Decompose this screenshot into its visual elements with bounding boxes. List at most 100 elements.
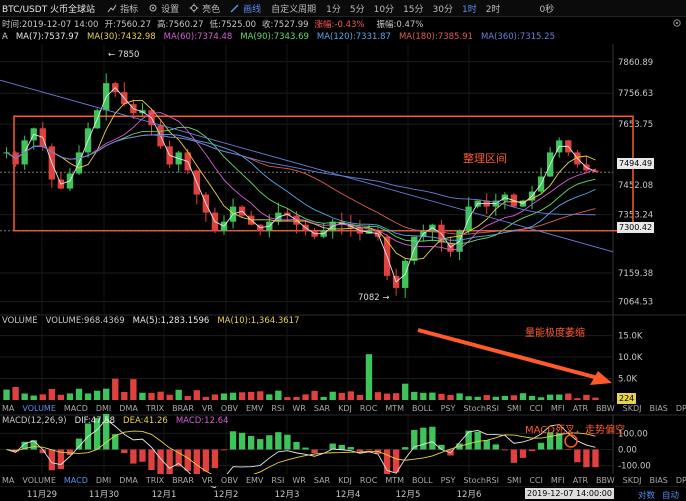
tab1-ma[interactable]: MA — [2, 404, 14, 413]
tab2-mtm[interactable]: MTM — [385, 476, 404, 485]
volume-bar — [157, 392, 163, 400]
volume-bar — [3, 390, 9, 400]
volume-bar — [375, 392, 381, 400]
volume-bar — [67, 393, 73, 400]
volume-bar — [529, 396, 535, 400]
tab2-skdj[interactable]: SKDJ — [623, 476, 642, 485]
tab1-roc[interactable]: ROC — [360, 404, 377, 413]
macd-histogram-bar — [148, 450, 154, 471]
tab2-emv[interactable]: EMV — [246, 476, 263, 485]
tab2-bbw[interactable]: BBW — [596, 476, 615, 485]
volume-tick-label: 5.0K — [618, 375, 638, 385]
time-tick-label: 11月30 — [89, 490, 119, 500]
tab2-volume[interactable]: VOLUME — [22, 476, 56, 485]
tab1-cci[interactable]: CCI — [529, 404, 543, 413]
tab2-wr[interactable]: WR — [292, 476, 305, 485]
tab2-atr[interactable]: ATR — [573, 476, 588, 485]
tab2-psy[interactable]: PSY — [441, 476, 456, 485]
tab2-macd[interactable]: MACD — [64, 476, 88, 485]
tab1-mtm[interactable]: MTM — [385, 404, 404, 413]
tab2-smi[interactable]: SMI — [507, 476, 521, 485]
tab2-trix[interactable]: TRIX — [146, 476, 164, 485]
volume-bar — [475, 397, 481, 400]
tab2-kdj[interactable]: KDJ — [338, 476, 352, 485]
tab2-vr[interactable]: VR — [202, 476, 213, 485]
time-tick-label: 12月6 — [457, 490, 482, 500]
volume-bar — [257, 391, 263, 400]
log-scale-toggle[interactable]: 对数 — [638, 489, 655, 501]
tab2-sar[interactable]: SAR — [314, 476, 330, 485]
tab1-psy[interactable]: PSY — [441, 404, 456, 413]
tab1-atr[interactable]: ATR — [573, 404, 588, 413]
auto-scale-toggle[interactable]: 自动 — [662, 489, 679, 501]
volume-bar — [230, 393, 236, 400]
box-low-price-label: 7300.42 — [617, 222, 654, 233]
tab2-rsi[interactable]: RSI — [271, 476, 284, 485]
ma-line-6 — [7, 135, 596, 215]
macd-histogram-bar — [212, 450, 218, 469]
tab1-skdj[interactable]: SKDJ — [623, 404, 642, 413]
macd-histogram-bar — [121, 450, 127, 454]
volume-bar — [176, 390, 182, 400]
tab2-brar[interactable]: BRAR — [172, 476, 194, 485]
price-tick-label: 7159.38 — [618, 269, 653, 279]
tab2-boll[interactable]: BOLL — [412, 476, 433, 485]
tab1-sar[interactable]: SAR — [314, 404, 330, 413]
tab1-wr[interactable]: WR — [292, 404, 305, 413]
tab2-mfi[interactable]: MFI — [551, 476, 565, 485]
macd-histogram-bar — [284, 435, 290, 450]
volume-bar — [592, 398, 598, 400]
tab1-dma[interactable]: DMA — [119, 404, 138, 413]
volume-bar — [447, 395, 453, 400]
volume-bar — [438, 394, 444, 400]
volume-bar — [130, 379, 136, 400]
tab2-dma[interactable]: DMA — [119, 476, 138, 485]
tab1-macd[interactable]: MACD — [64, 404, 88, 413]
tab1-bias[interactable]: BIAS — [649, 404, 667, 413]
tab2-bias[interactable]: BIAS — [649, 476, 667, 485]
tab1-trix[interactable]: TRIX — [146, 404, 164, 413]
tab1-mfi[interactable]: MFI — [551, 404, 565, 413]
tab1-dpo[interactable]: DPO — [676, 404, 686, 413]
volume-bar — [320, 397, 326, 400]
volume-bar — [547, 395, 553, 400]
volume-tick-label: 15.0K — [618, 332, 643, 342]
price-tick-label: 7860.89 — [618, 58, 653, 68]
macd-histogram-bar — [139, 450, 145, 462]
tab1-dmi[interactable]: DMI — [96, 404, 111, 413]
tab2-stochrsi[interactable]: StochRSI — [463, 476, 499, 485]
tab1-bbw[interactable]: BBW — [596, 404, 615, 413]
volume-bar — [85, 393, 91, 400]
tab1-smi[interactable]: SMI — [507, 404, 521, 413]
tab1-rsi[interactable]: RSI — [271, 404, 284, 413]
tab2-cci[interactable]: CCI — [529, 476, 543, 485]
price-tick-label: 7653.75 — [618, 120, 653, 130]
tab1-volume[interactable]: VOLUME — [22, 404, 56, 413]
tab1-stochrsi[interactable]: StochRSI — [463, 404, 499, 413]
volume-bar — [511, 395, 517, 400]
volume-bar — [275, 391, 281, 400]
tab2-dpo[interactable]: DPO — [676, 476, 686, 485]
tab1-brar[interactable]: BRAR — [172, 404, 194, 413]
volume-bar — [384, 394, 390, 400]
tab2-obv[interactable]: OBV — [221, 476, 238, 485]
macd-histogram-bar — [592, 450, 598, 468]
volume-bar — [212, 394, 218, 400]
tab2-dmi[interactable]: DMI — [96, 476, 111, 485]
time-tick-label: 12月1 — [152, 490, 177, 500]
price-tick-label: 7756.63 — [618, 89, 653, 99]
tab1-vr[interactable]: VR — [202, 404, 213, 413]
tab2-roc[interactable]: ROC — [360, 476, 377, 485]
volume-bar — [121, 392, 127, 400]
macd-histogram-bar — [130, 450, 136, 464]
macd-histogram-bar — [357, 450, 363, 452]
macd-name: MACD(12,26,9) — [2, 416, 67, 426]
tab1-kdj[interactable]: KDJ — [338, 404, 352, 413]
volume-bar — [520, 393, 526, 400]
tab2-ma[interactable]: MA — [2, 476, 14, 485]
time-tick-label: 12月4 — [336, 490, 361, 500]
tab1-emv[interactable]: EMV — [246, 404, 263, 413]
volume-bar — [148, 393, 154, 400]
tab1-obv[interactable]: OBV — [221, 404, 238, 413]
tab1-boll[interactable]: BOLL — [412, 404, 433, 413]
